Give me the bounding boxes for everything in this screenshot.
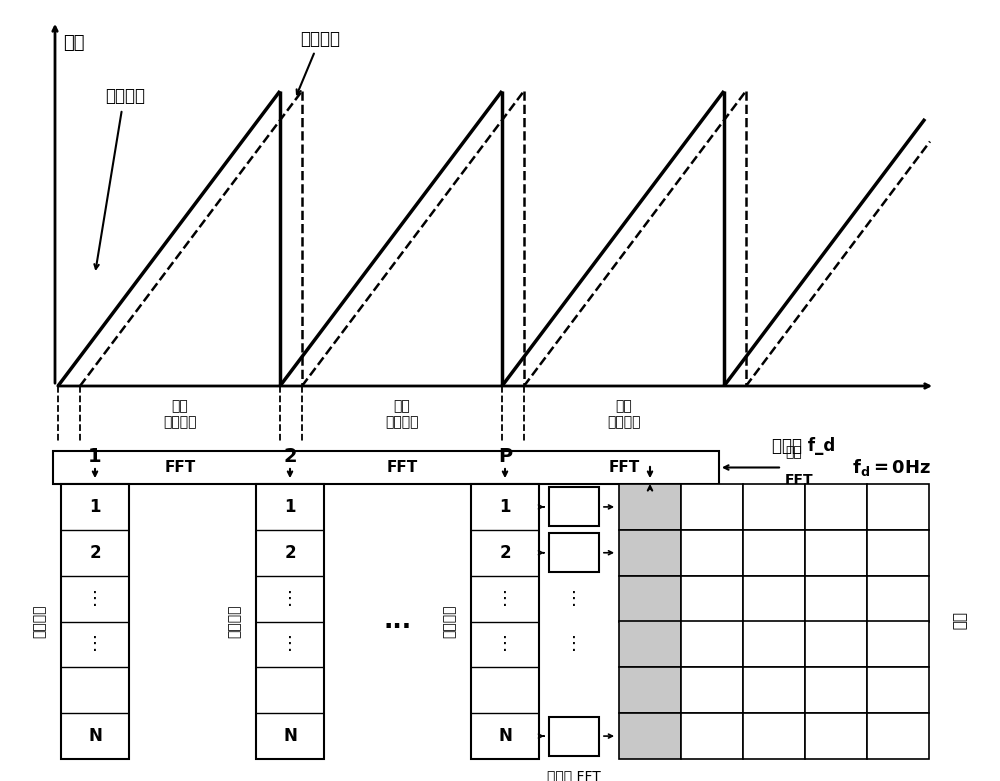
Text: 1: 1 <box>88 447 102 465</box>
Text: 2: 2 <box>499 544 511 562</box>
Text: 混频
低通滤波: 混频 低通滤波 <box>385 399 419 429</box>
Text: ⋮: ⋮ <box>565 590 583 608</box>
Bar <box>256 484 324 759</box>
Bar <box>681 667 743 713</box>
Text: 距离单元: 距离单元 <box>227 604 241 638</box>
Text: 距离单元: 距离单元 <box>32 604 46 638</box>
Bar <box>619 667 681 713</box>
Bar <box>681 530 743 576</box>
Text: FFT: FFT <box>164 460 196 475</box>
Bar <box>867 530 929 576</box>
Text: 混频
低通滤波: 混频 低通滤波 <box>163 399 197 429</box>
Bar <box>743 576 805 622</box>
Text: ⋮: ⋮ <box>281 636 299 654</box>
Text: 2: 2 <box>284 544 296 562</box>
Text: 发射波形: 发射波形 <box>105 87 145 105</box>
Bar <box>743 622 805 667</box>
Text: ...: ... <box>383 609 412 633</box>
Text: ⋮: ⋮ <box>496 590 514 608</box>
Bar <box>805 713 867 759</box>
Bar <box>743 484 805 530</box>
Text: 2: 2 <box>283 447 297 465</box>
Bar <box>743 713 805 759</box>
Bar <box>867 576 929 622</box>
Text: $\mathbf{f_d=0Hz}$: $\mathbf{f_d=0Hz}$ <box>852 457 931 478</box>
Bar <box>619 576 681 622</box>
Bar <box>61 484 129 759</box>
Bar <box>619 713 681 759</box>
Bar <box>549 533 599 572</box>
Text: FFT: FFT <box>560 729 588 743</box>
Text: N: N <box>88 727 102 745</box>
Text: FFT: FFT <box>608 460 640 475</box>
Text: N: N <box>498 727 512 745</box>
Text: FFT: FFT <box>386 460 418 475</box>
Bar <box>681 576 743 622</box>
Text: 1: 1 <box>284 498 296 516</box>
Text: 距离单元: 距离单元 <box>442 604 456 638</box>
Text: 多普勒 FFT: 多普勒 FFT <box>547 769 601 781</box>
Bar <box>867 713 929 759</box>
Text: ⋮: ⋮ <box>565 636 583 654</box>
Bar <box>805 484 867 530</box>
Bar <box>805 530 867 576</box>
Text: ⋮: ⋮ <box>496 636 514 654</box>
Text: 1: 1 <box>89 498 101 516</box>
Text: N: N <box>283 727 297 745</box>
Text: FFT: FFT <box>560 546 588 559</box>
Text: 距离: 距离 <box>785 445 802 459</box>
Text: ⋮: ⋮ <box>281 590 299 608</box>
Text: ⋮: ⋮ <box>86 590 104 608</box>
Text: 混频
低通滤波: 混频 低通滤波 <box>607 399 641 429</box>
Bar <box>805 576 867 622</box>
Bar <box>53 451 719 484</box>
Text: ⋮: ⋮ <box>86 636 104 654</box>
Bar <box>867 484 929 530</box>
Bar <box>743 530 805 576</box>
Text: FFT: FFT <box>560 501 588 513</box>
Bar <box>471 484 539 759</box>
Bar <box>619 484 681 530</box>
Text: FFT: FFT <box>785 473 814 487</box>
Text: 距离: 距离 <box>952 612 966 630</box>
Bar <box>805 622 867 667</box>
Bar <box>549 487 599 526</box>
Text: 频率: 频率 <box>63 34 84 52</box>
Text: 多普勒 f_d: 多普勒 f_d <box>772 437 836 455</box>
Bar <box>619 622 681 667</box>
Text: 1: 1 <box>499 498 511 516</box>
Bar <box>619 530 681 576</box>
Bar <box>549 717 599 755</box>
Text: P: P <box>498 447 512 465</box>
Bar <box>681 713 743 759</box>
Text: 2: 2 <box>89 544 101 562</box>
Bar <box>805 667 867 713</box>
Bar <box>867 667 929 713</box>
Bar <box>867 622 929 667</box>
Bar <box>681 484 743 530</box>
Bar <box>743 667 805 713</box>
Bar <box>681 622 743 667</box>
Text: 接收波形: 接收波形 <box>300 30 340 48</box>
